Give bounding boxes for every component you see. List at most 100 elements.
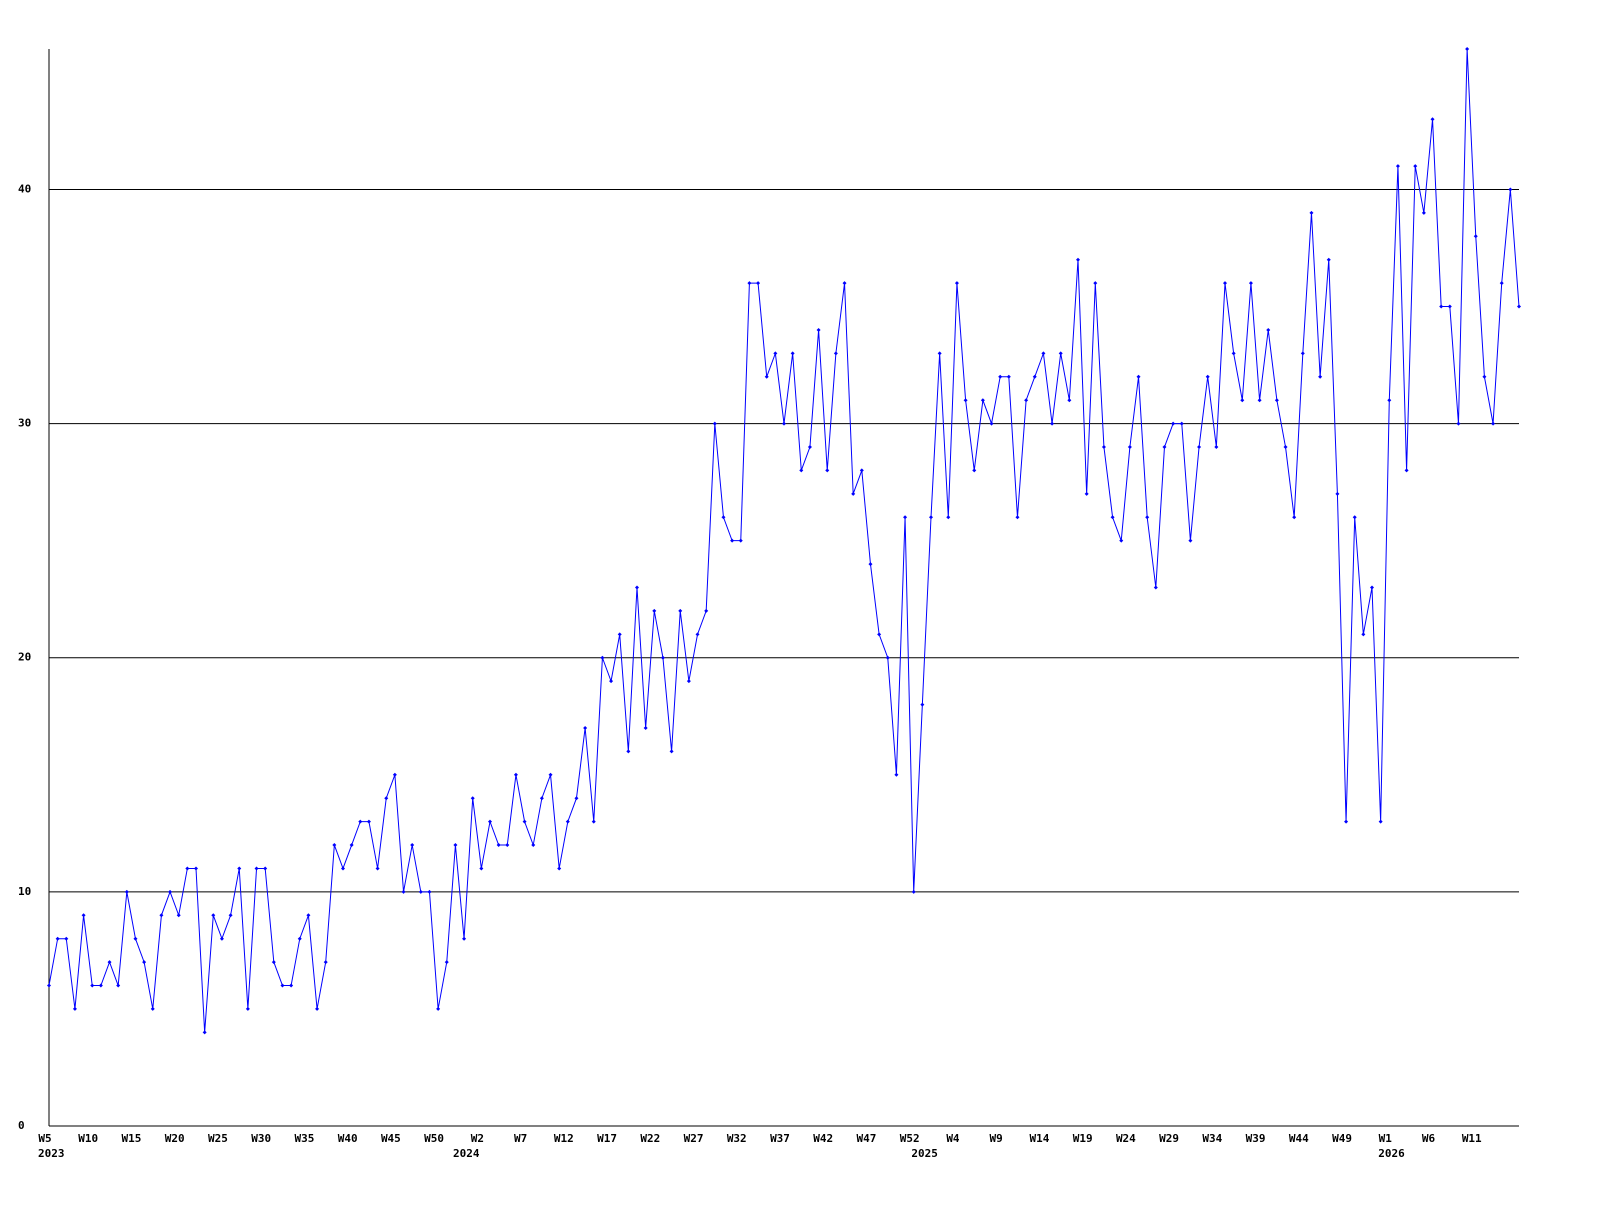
point <box>1300 351 1305 356</box>
point <box>1491 421 1496 426</box>
point <box>341 866 345 871</box>
point <box>289 983 294 988</box>
point <box>1231 351 1236 356</box>
point <box>799 468 804 473</box>
point <box>1041 351 1046 356</box>
point <box>1326 257 1331 262</box>
point <box>488 819 492 824</box>
point <box>401 889 406 894</box>
point <box>790 351 795 356</box>
point <box>1370 585 1374 590</box>
x-year-label: 2023 <box>38 1147 65 1160</box>
point <box>349 843 354 848</box>
point <box>280 983 285 988</box>
point <box>142 960 147 965</box>
x-tick-label: W37 <box>770 1132 790 1145</box>
point <box>833 351 838 356</box>
x-tick-label: W49 <box>1332 1132 1352 1145</box>
point <box>1447 304 1452 309</box>
point <box>176 913 181 918</box>
point <box>1352 515 1357 520</box>
point <box>643 725 648 730</box>
x-tick-label: W4 <box>946 1132 960 1145</box>
point <box>1050 421 1055 426</box>
point <box>1395 164 1400 169</box>
point <box>323 960 328 965</box>
point <box>1136 374 1141 379</box>
y-tick-label: 30 <box>18 417 31 430</box>
point <box>548 772 553 777</box>
point <box>1465 47 1470 51</box>
x-tick-label: W15 <box>122 1132 142 1145</box>
point <box>1482 374 1487 379</box>
point <box>505 843 510 848</box>
point <box>1517 304 1521 309</box>
x-tick-label: W27 <box>684 1132 704 1145</box>
point <box>980 398 985 403</box>
point <box>963 398 968 403</box>
x-year-label: 2024 <box>453 1147 480 1160</box>
point <box>1188 538 1193 543</box>
point <box>245 1006 250 1011</box>
x-year-label: 2026 <box>1378 1147 1405 1160</box>
point <box>747 281 752 286</box>
point <box>107 960 112 965</box>
series-line <box>48 48 1520 1033</box>
x-tick-label: W5 <box>38 1132 51 1145</box>
point <box>1223 281 1227 286</box>
point <box>522 819 527 824</box>
point <box>1076 257 1080 262</box>
x-tick-label: W14 <box>1029 1132 1049 1145</box>
point <box>194 866 198 871</box>
point <box>868 562 873 567</box>
point <box>851 491 856 496</box>
point <box>600 655 605 660</box>
point <box>1145 515 1150 520</box>
x-tick-label: W19 <box>1073 1132 1093 1145</box>
point <box>998 374 1003 379</box>
y-tick-label: 40 <box>18 182 31 195</box>
point <box>1101 445 1106 450</box>
x-tick-label: W45 <box>381 1132 401 1145</box>
x-tick-label: W32 <box>727 1132 747 1145</box>
point <box>574 796 579 801</box>
point <box>410 843 415 848</box>
x-tick-label: W9 <box>990 1132 1003 1145</box>
point <box>1067 398 1072 403</box>
x-tick-label: W22 <box>640 1132 660 1145</box>
point <box>1292 515 1297 520</box>
point <box>773 351 778 356</box>
point <box>470 796 475 801</box>
point <box>660 655 665 660</box>
point <box>1257 398 1262 403</box>
x-tick-label: W25 <box>208 1132 228 1145</box>
point <box>686 679 691 684</box>
point <box>392 772 397 777</box>
point <box>384 796 389 801</box>
point <box>55 936 60 941</box>
point <box>591 819 596 824</box>
point <box>1508 187 1513 192</box>
point <box>652 608 657 613</box>
point <box>911 889 916 894</box>
point <box>1344 819 1349 824</box>
point <box>617 632 622 637</box>
point <box>989 421 994 426</box>
point <box>237 866 242 871</box>
point <box>920 702 925 707</box>
x-tick-label: W52 <box>900 1132 920 1145</box>
point <box>1179 421 1184 426</box>
point <box>150 1006 155 1011</box>
point <box>306 913 311 918</box>
point <box>297 936 302 941</box>
point <box>1361 632 1366 637</box>
x-tick-label: W6 <box>1422 1132 1436 1145</box>
y-tick-label: 10 <box>18 885 31 898</box>
x-tick-label: W47 <box>857 1132 877 1145</box>
point <box>1058 351 1063 356</box>
point <box>730 538 735 543</box>
x-tick-label: W29 <box>1159 1132 1179 1145</box>
point <box>816 327 821 332</box>
x-year-label: 2025 <box>911 1147 938 1160</box>
point <box>185 866 190 871</box>
